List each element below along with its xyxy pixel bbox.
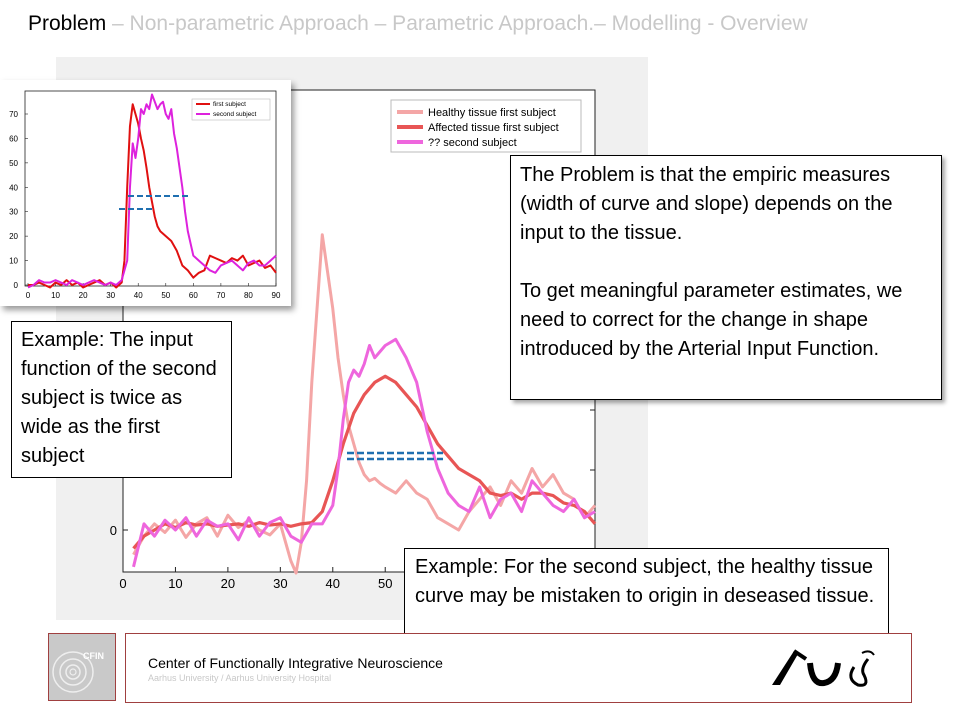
- footer-subtitle: Aarhus University / Aarhus University Ho…: [148, 673, 332, 683]
- inset-series: [27, 93, 277, 289]
- inset-series-line-1: [27, 93, 277, 289]
- inset-y-axis: 0 10 20 30 40 50 60 70: [9, 110, 28, 290]
- problem-callout: The Problem is that the empiric measures…: [510, 155, 942, 400]
- x-tick-label: 20: [79, 291, 88, 300]
- problem-text-2: To get meaningful parameter estimates, w…: [520, 280, 903, 360]
- y-tick-label: 0: [14, 281, 19, 290]
- au-logo-icon: [772, 649, 875, 687]
- example-callout-second-subject: Example: For the second subject, the hea…: [404, 548, 889, 645]
- x-tick-label: 0: [26, 291, 31, 300]
- main-legend: Healthy tissue first subject Affected ti…: [390, 99, 582, 153]
- x-tick-label: 40: [134, 291, 143, 300]
- x-tick-label: 40: [326, 576, 340, 591]
- y-tick-label: 60: [9, 134, 18, 143]
- legend-label-second-subject: second subject: [213, 111, 257, 118]
- x-tick-label: 60: [189, 291, 198, 300]
- x-tick-label: 20: [221, 576, 235, 591]
- x-tick-label: 50: [378, 576, 392, 591]
- legend-label-affected: Affected tissue first subject: [428, 122, 559, 134]
- legend-label-first: first subject: [213, 101, 246, 108]
- cfin-logo: CFIN: [48, 633, 116, 701]
- nav-item-problem[interactable]: Problem: [28, 12, 107, 35]
- inset-legend: first subject second subject: [191, 98, 271, 121]
- nav-item-rest[interactable]: – Non-parametric Approach – Parametric A…: [106, 12, 808, 35]
- legend-label-second: ?? second subject: [428, 137, 517, 149]
- x-tick-label: 10: [51, 291, 60, 300]
- inset-legend-box: [191, 98, 271, 121]
- y-tick-label: 0: [110, 523, 117, 538]
- main-y-axis: 0: [110, 409, 595, 538]
- problem-text-1: The Problem is that the empiric measures…: [520, 164, 893, 244]
- x-tick-label: 10: [168, 576, 182, 591]
- inset-plot-area: [24, 90, 277, 287]
- y-tick-label: 20: [9, 232, 18, 241]
- x-tick-label: 30: [106, 291, 115, 300]
- series-line-1: [132, 374, 597, 550]
- y-tick-label: 30: [9, 208, 18, 217]
- x-tick-label: 0: [119, 576, 126, 591]
- inset-x-axis: 0 10 20 30 40 50 60 70 80 90: [26, 283, 281, 300]
- x-tick-label: 80: [244, 291, 253, 300]
- spiral-icon: [52, 651, 94, 693]
- cfin-logo-text: CFIN: [83, 651, 104, 661]
- nav-breadcrumb: Problem – Non-parametric Approach – Para…: [28, 12, 808, 36]
- footer-banner: Center of Functionally Integrative Neuro…: [125, 633, 912, 703]
- y-tick-label: 50: [9, 159, 18, 168]
- example-callout-input: Example: The input function of the secon…: [11, 321, 232, 478]
- series-line-2: [132, 337, 596, 568]
- footer-title: Center of Functionally Integrative Neuro…: [148, 655, 443, 671]
- x-tick-label: 90: [272, 291, 281, 300]
- x-tick-label: 50: [161, 291, 170, 300]
- x-tick-label: 70: [216, 291, 225, 300]
- x-tick-label: 30: [273, 576, 287, 591]
- main-series: [132, 233, 597, 575]
- y-tick-label: 70: [9, 110, 18, 119]
- legend-label-healthy: Healthy tissue first subject: [428, 107, 556, 119]
- y-tick-label: 40: [9, 183, 18, 192]
- y-tick-label: 10: [9, 257, 18, 266]
